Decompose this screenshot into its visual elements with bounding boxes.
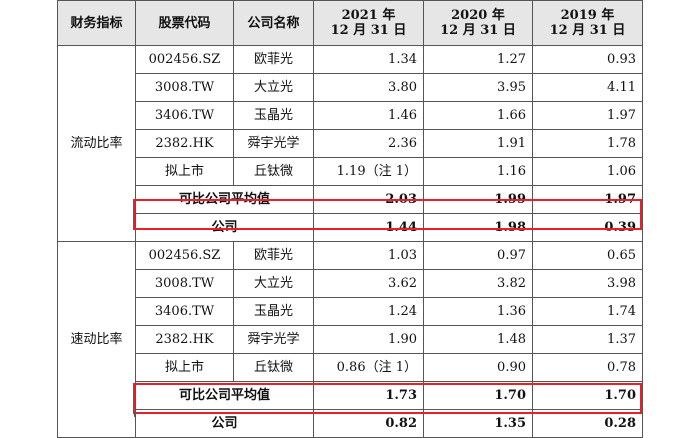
header-2021-date: 12 月 31 日 — [330, 23, 407, 38]
company-2020-cell: 1.35 — [423, 409, 533, 438]
value-2021-cell: 3.62 — [313, 269, 424, 298]
average-2020-cell: 1.70 — [423, 381, 533, 410]
value-2021-cell: 3.80 — [313, 73, 424, 102]
company-name-cell: 玉晶光 — [233, 297, 314, 326]
average-label-cell: 可比公司平均值 — [135, 185, 314, 214]
header-2021: 2021 年 12 月 31 日 — [313, 0, 424, 46]
value-2021-cell: 0.86（注 1） — [313, 353, 424, 382]
company-2019-cell: 0.28 — [532, 409, 643, 438]
average-2021-cell: 2.03 — [313, 185, 424, 214]
stock-code-cell: 2382.HK — [135, 325, 234, 354]
value-2020-cell: 0.90 — [423, 353, 533, 382]
value-2021-cell: 1.34 — [313, 45, 424, 74]
company-row: 公司 0.82 1.35 0.28 — [58, 409, 643, 438]
value-2020-cell: 1.16 — [423, 157, 533, 186]
header-row: 财务指标 股票代码 公司名称 2021 年 12 月 31 日 2020 年 1… — [57, 0, 643, 46]
value-2021-cell: 1.46 — [313, 101, 424, 130]
stock-code-cell: 002456.SZ — [135, 241, 234, 270]
company-row: 公司 1.44 1.98 0.39 — [58, 213, 643, 242]
table-row: 拟上市 丘钛微 1.19（注 1） 1.16 1.06 — [58, 157, 643, 186]
table-row: 拟上市 丘钛微 0.86（注 1） 0.90 0.78 — [58, 353, 643, 382]
table-row: 流动比率 002456.SZ 欧菲光 1.34 1.27 0.93 — [57, 45, 643, 242]
header-2020: 2020 年 12 月 31 日 — [423, 0, 533, 46]
value-2020-cell: 1.91 — [423, 129, 533, 158]
header-2019-year: 2019 年 — [560, 8, 615, 23]
value-2021-cell: 2.36 — [313, 129, 424, 158]
company-2020-cell: 1.98 — [423, 213, 533, 242]
financial-ratio-table: 财务指标 股票代码 公司名称 2021 年 12 月 31 日 2020 年 1… — [57, 0, 643, 438]
company-2019-cell: 0.39 — [532, 213, 643, 242]
stock-code-cell: 3406.TW — [135, 297, 234, 326]
company-name-cell: 丘钛微 — [233, 353, 314, 382]
value-2020-cell: 1.36 — [423, 297, 533, 326]
company-2021-cell: 1.44 — [313, 213, 424, 242]
company-name-cell: 丘钛微 — [233, 157, 314, 186]
average-label-cell: 可比公司平均值 — [135, 381, 314, 410]
value-2019-cell: 0.78 — [532, 353, 643, 382]
value-2020-cell: 3.95 — [423, 73, 533, 102]
average-2019-cell: 1.70 — [532, 381, 643, 410]
stock-code-cell: 3406.TW — [135, 101, 234, 130]
value-2020-cell: 1.27 — [423, 45, 533, 74]
stock-code-cell: 3008.TW — [135, 269, 234, 298]
average-2021-cell: 1.73 — [313, 381, 424, 410]
company-label-cell: 公司 — [135, 409, 314, 438]
company-name-cell: 舜宇光学 — [233, 129, 314, 158]
value-2019-cell: 4.11 — [532, 73, 643, 102]
stock-code-cell: 3008.TW — [135, 73, 234, 102]
value-2020-cell: 3.82 — [423, 269, 533, 298]
value-2019-cell: 0.93 — [532, 45, 643, 74]
average-row: 可比公司平均值 2.03 1.99 1.97 — [58, 185, 643, 214]
stock-code-cell: 2382.HK — [135, 129, 234, 158]
value-2019-cell: 1.78 — [532, 129, 643, 158]
value-2021-cell: 1.90 — [313, 325, 424, 354]
value-2019-cell: 1.37 — [532, 325, 643, 354]
value-2019-cell: 0.65 — [532, 241, 643, 270]
value-2019-cell: 1.74 — [532, 297, 643, 326]
company-name-cell: 大立光 — [233, 73, 314, 102]
header-2019: 2019 年 12 月 31 日 — [532, 0, 643, 46]
table-row: 2382.HK 舜宇光学 1.90 1.48 1.37 — [58, 325, 643, 354]
average-row: 可比公司平均值 1.73 1.70 1.70 — [58, 381, 643, 410]
table-row: 3406.TW 玉晶光 1.46 1.66 1.97 — [58, 101, 643, 130]
value-2021-cell: 1.03 — [313, 241, 424, 270]
header-company-name: 公司名称 — [233, 0, 314, 46]
company-2021-cell: 0.82 — [313, 409, 424, 438]
stock-code-cell: 002456.SZ — [135, 45, 234, 74]
table-row: 3008.TW 大立光 3.80 3.95 4.11 — [58, 73, 643, 102]
next-row-fragment — [57, 412, 135, 417]
value-2019-cell: 3.98 — [532, 269, 643, 298]
company-label-cell: 公司 — [135, 213, 314, 242]
metric-label-cell: 流动比率 — [57, 45, 136, 242]
value-2021-cell: 1.19（注 1） — [313, 157, 424, 186]
table-row: 2382.HK 舜宇光学 2.36 1.91 1.78 — [58, 129, 643, 158]
company-name-cell: 欧菲光 — [233, 45, 314, 74]
average-2019-cell: 1.97 — [532, 185, 643, 214]
value-2020-cell: 1.66 — [423, 101, 533, 130]
company-name-cell: 大立光 — [233, 269, 314, 298]
stock-code-cell: 拟上市 — [135, 157, 234, 186]
header-2021-year: 2021 年 — [341, 8, 396, 23]
header-2019-date: 12 月 31 日 — [549, 23, 626, 38]
value-2020-cell: 0.97 — [423, 241, 533, 270]
header-metric: 财务指标 — [57, 0, 136, 46]
value-2019-cell: 1.06 — [532, 157, 643, 186]
value-2021-cell: 1.24 — [313, 297, 424, 326]
header-stock-code: 股票代码 — [135, 0, 234, 46]
metric-label-cell: 速动比率 — [57, 241, 136, 438]
average-2020-cell: 1.99 — [423, 185, 533, 214]
company-name-cell: 玉晶光 — [233, 101, 314, 130]
table-row: 3008.TW 大立光 3.62 3.82 3.98 — [58, 269, 643, 298]
company-name-cell: 欧菲光 — [233, 241, 314, 270]
table-row: 速动比率 002456.SZ 欧菲光 1.03 0.97 0.65 — [57, 241, 643, 438]
value-2020-cell: 1.48 — [423, 325, 533, 354]
stock-code-cell: 拟上市 — [135, 353, 234, 382]
value-2019-cell: 1.97 — [532, 101, 643, 130]
table-row: 3406.TW 玉晶光 1.24 1.36 1.74 — [58, 297, 643, 326]
header-2020-year: 2020 年 — [451, 8, 505, 23]
header-2020-date: 12 月 31 日 — [440, 23, 516, 38]
company-name-cell: 舜宇光学 — [233, 325, 314, 354]
